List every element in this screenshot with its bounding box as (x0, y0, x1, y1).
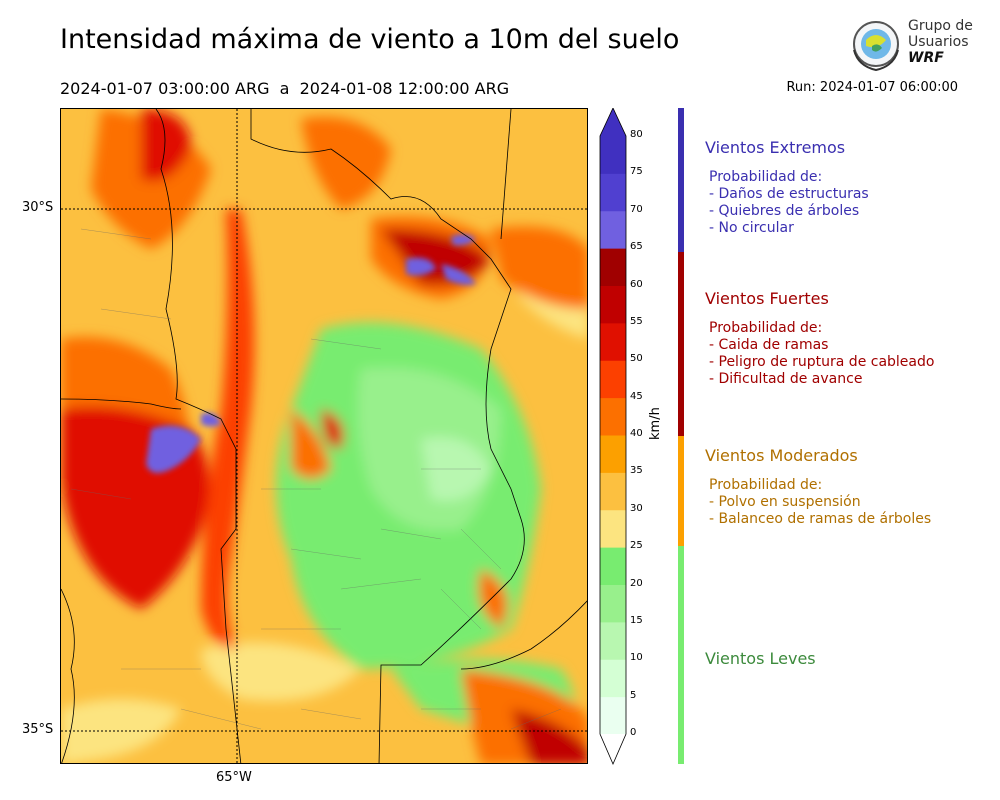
wind-field (61, 109, 587, 763)
category-line: Probabilidad de: (709, 169, 823, 185)
wind-map (60, 108, 588, 764)
colorbar-segment (600, 397, 626, 436)
wrf-logo-text: Grupo de Usuarios WRF (908, 18, 973, 66)
category-line: - Dificultad de avance (709, 371, 863, 387)
colorbar-tick-label: 5 (630, 689, 637, 701)
category-line: - Peligro de ruptura de cableado (709, 354, 935, 370)
category-line: - Polvo en suspensión (709, 494, 861, 510)
category-line: Probabilidad de: (709, 477, 823, 493)
category-line: Probabilidad de: (709, 320, 823, 336)
colorbar-tick-label: 80 (630, 129, 643, 140)
colorbar-tick-label: 75 (630, 166, 643, 178)
category-line: - Balanceo de ramas de árboles (709, 511, 932, 527)
logo-line-3: WRF (908, 50, 944, 66)
category-title: Vientos Fuertes (705, 289, 829, 308)
colorbar-tick-label: 10 (630, 652, 643, 664)
category-bar-extremos (678, 108, 684, 252)
colorbar-tick-label: 55 (630, 315, 643, 327)
colorbar-segment (600, 210, 626, 249)
colorbar-segment (600, 136, 626, 174)
colorbar-tick-label: 30 (630, 502, 643, 514)
colorbar-segment (600, 435, 626, 473)
category-line: - No circular (709, 220, 794, 236)
colorbar-segment (600, 547, 626, 585)
logo-line-2: Usuarios (908, 34, 969, 50)
colorbar-tick-label: 50 (630, 353, 643, 365)
colorbar-segment (600, 248, 626, 286)
colorbar-tick-label: 45 (630, 390, 643, 402)
category-title: Vientos Moderados (705, 446, 858, 465)
colorbar-tick-label: 25 (630, 540, 643, 552)
colorbar (599, 108, 627, 766)
forecast-period: 2024-01-07 03:00:00 ARG a 2024-01-08 12:… (60, 79, 510, 98)
category-moderados: Vientos Moderados Probabilidad de: - Pol… (705, 446, 931, 528)
lat-label-35s: 35°S (22, 722, 54, 737)
colorbar-segment (600, 360, 626, 399)
colorbar-segment (600, 509, 626, 548)
category-leves: Vientos Leves (705, 649, 816, 668)
colorbar-units: km/h (648, 407, 663, 440)
colorbar-tick-label: 70 (630, 203, 643, 215)
colorbar-tick-label: 65 (630, 241, 643, 253)
colorbar-segment (600, 472, 626, 511)
run-time: Run: 2024-01-07 06:00:00 (786, 80, 958, 95)
chart-title: Intensidad máxima de viento a 10m del su… (60, 24, 680, 55)
colorbar-extend-min (600, 734, 626, 764)
colorbar-extend-max (600, 108, 626, 136)
category-bar-fuertes (678, 252, 684, 436)
category-bar-moderados (678, 436, 684, 546)
category-line: - Daños de estructuras (709, 186, 869, 202)
wrf-logo-icon (853, 21, 899, 72)
colorbar-segment (600, 322, 626, 361)
category-line: - Caida de ramas (709, 337, 829, 353)
colorbar-segment (600, 696, 626, 735)
lat-label-30s: 30°S (22, 200, 54, 215)
colorbar-tick-label: 40 (630, 428, 643, 439)
logo-line-1: Grupo de (908, 18, 973, 34)
category-line: - Quiebres de árboles (709, 203, 860, 219)
category-extremos: Vientos Extremos Probabilidad de: - Daño… (705, 138, 869, 237)
colorbar-tick-label: 35 (630, 465, 643, 477)
colorbar-tick-label: 15 (630, 614, 643, 626)
colorbar-segment (600, 285, 626, 324)
colorbar-segment (600, 659, 626, 698)
category-fuertes: Vientos Fuertes Probabilidad de: - Caida… (705, 289, 934, 388)
category-title: Vientos Leves (705, 649, 816, 668)
colorbar-segment (600, 173, 626, 212)
colorbar-tick-label: 0 (630, 727, 637, 738)
colorbar-tick-label: 60 (630, 278, 643, 290)
category-title: Vientos Extremos (705, 138, 846, 157)
colorbar-segment (600, 584, 626, 623)
category-bar-leves (678, 546, 684, 764)
lon-label-65w: 65°W (216, 770, 252, 785)
colorbar-outline (599, 108, 627, 766)
colorbar-tick-label: 20 (630, 577, 643, 589)
colorbar-segment (600, 621, 626, 660)
